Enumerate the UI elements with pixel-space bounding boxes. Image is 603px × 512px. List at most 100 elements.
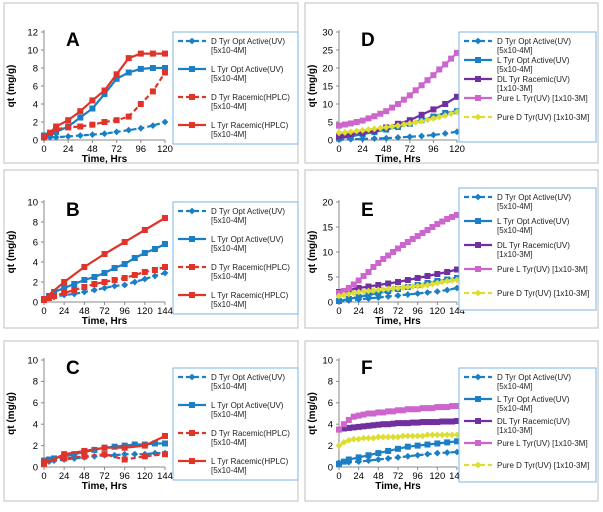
legend-swatch-marker [474, 193, 482, 201]
legend-swatch-marker [474, 373, 482, 381]
legend-sublabel: [5x10-4M] [497, 226, 533, 235]
x-tick-label: 24 [357, 144, 368, 155]
data-point [454, 49, 460, 56]
legend-swatch-marker [189, 94, 195, 100]
data-point [430, 115, 437, 122]
panel-label: A [66, 30, 80, 51]
legend-label: L Tyr Racemic(HPLC) [211, 457, 289, 466]
data-point [355, 435, 363, 443]
x-tick-label: 96 [428, 144, 439, 155]
data-point [436, 66, 443, 73]
data-point [454, 266, 460, 273]
series-4 [336, 49, 460, 129]
data-point [406, 133, 414, 141]
y-tick-label: 10 [27, 355, 38, 366]
legend-sublabel: [5x10-4M] [497, 65, 533, 74]
data-point [390, 408, 397, 415]
x-tick-label: 48 [87, 144, 98, 155]
data-point [454, 403, 460, 410]
data-point [394, 284, 402, 292]
legend-swatch-marker [475, 218, 481, 224]
data-point [433, 449, 441, 457]
legend-label: Pure D Tyr(UV) [1x10-3M] [497, 113, 589, 122]
data-point [414, 432, 422, 440]
y-tick-label: 8 [33, 377, 38, 388]
data-point [424, 281, 431, 289]
data-point [345, 416, 352, 423]
x-tick-label: 120 [429, 471, 445, 482]
data-point [341, 129, 349, 136]
data-point [424, 431, 431, 439]
data-point [345, 290, 353, 298]
data-point [412, 118, 420, 126]
data-point [91, 274, 98, 280]
data-point [41, 134, 47, 141]
data-point [404, 277, 411, 283]
data-point [89, 105, 96, 112]
x-axis-title: Time, Hrs [82, 154, 128, 165]
data-point [113, 75, 120, 82]
data-point [151, 267, 158, 273]
x-tick-label: 48 [381, 144, 392, 155]
data-point [61, 290, 68, 296]
data-point [384, 433, 392, 441]
data-point [375, 450, 382, 457]
series-5 [335, 108, 461, 137]
y-tick-label: 10 [322, 99, 333, 110]
data-point [46, 456, 53, 463]
data-point [365, 410, 372, 417]
legend-swatch-marker [189, 66, 195, 72]
data-point [433, 288, 441, 295]
panel-label: F [361, 358, 373, 379]
data-point [424, 289, 431, 296]
data-point [81, 284, 88, 290]
data-point [125, 113, 132, 120]
data-point [353, 127, 361, 135]
data-point [419, 432, 426, 440]
data-point [77, 123, 84, 130]
y-tick-label: 5 [328, 117, 333, 128]
data-point [429, 405, 436, 412]
data-point [374, 433, 382, 441]
y-tick-label: 4 [33, 257, 38, 268]
data-point [394, 453, 402, 461]
data-point [424, 273, 431, 279]
data-point [111, 282, 118, 290]
data-point [101, 91, 108, 98]
x-tick-label: 0 [336, 144, 341, 155]
data-point [383, 108, 390, 115]
data-point [125, 55, 132, 62]
data-point [131, 450, 139, 458]
data-point [400, 121, 408, 128]
data-point [131, 278, 139, 286]
x-tick-label: 0 [41, 144, 46, 155]
data-point [360, 411, 367, 418]
data-point [65, 117, 72, 124]
data-point [439, 418, 446, 425]
data-point [404, 420, 411, 427]
data-point [454, 212, 460, 218]
data-point [355, 294, 362, 300]
legend-label: D Tyr Opt Active(UV) [497, 37, 571, 46]
data-point [414, 442, 421, 449]
data-point [365, 457, 372, 464]
data-point [442, 61, 449, 68]
legend-label: Pure L Tyr(UV) [1x10-3M] [497, 439, 588, 448]
data-point [430, 131, 437, 139]
data-point [355, 454, 362, 461]
data-point [101, 279, 108, 285]
data-point [355, 412, 362, 419]
data-point [149, 50, 156, 57]
legend-sublabel: [1x10-3M] [497, 250, 533, 259]
data-point [438, 278, 446, 286]
legend-swatch-marker [188, 373, 196, 381]
legend-label: D Tyr Opt Active(UV) [497, 373, 571, 382]
legend-sublabel: [5x10-4M] [211, 130, 247, 139]
data-point [101, 270, 108, 276]
x-tick-label: 72 [393, 471, 404, 482]
data-point [434, 419, 441, 426]
data-point [449, 403, 456, 410]
data-point [429, 419, 436, 426]
data-point [336, 460, 342, 467]
